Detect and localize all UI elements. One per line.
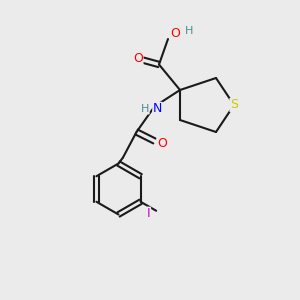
- Text: O: O: [133, 52, 143, 65]
- Text: O: O: [157, 137, 167, 151]
- Text: H: H: [141, 104, 149, 114]
- Text: S: S: [230, 98, 238, 112]
- Text: I: I: [147, 207, 151, 220]
- Text: N: N: [153, 102, 162, 116]
- Text: H: H: [185, 26, 193, 37]
- Text: O: O: [171, 26, 180, 40]
